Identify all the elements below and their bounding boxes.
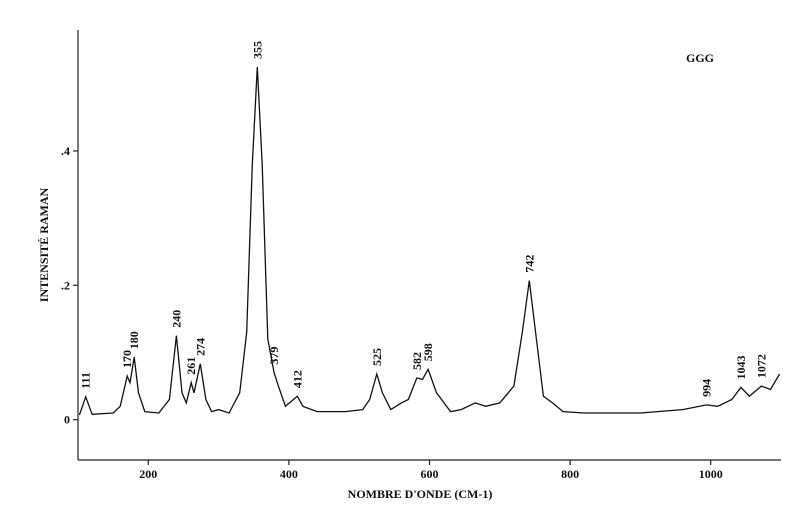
peak-label: 240 — [169, 310, 183, 328]
y-tick-label: .4 — [61, 144, 70, 158]
peak-label: 170 — [120, 350, 134, 368]
peak-label: 412 — [290, 370, 304, 388]
x-tick-label: 400 — [280, 467, 298, 481]
y-tick-label: 0 — [64, 413, 70, 427]
peak-label: 379 — [267, 347, 281, 365]
x-tick-label: 1000 — [699, 467, 723, 481]
peak-label: 261 — [184, 357, 198, 375]
peak-label: 525 — [370, 348, 384, 366]
peak-label: 1072 — [754, 354, 768, 378]
peak-label: 111 — [79, 372, 93, 389]
x-tick-label: 800 — [561, 467, 579, 481]
y-axis-label: INTENSITÉ RAMAN — [37, 187, 51, 302]
peak-label: 742 — [522, 255, 536, 273]
peak-label: 355 — [250, 41, 264, 59]
chart-title: GGG — [686, 51, 714, 65]
x-axis-label: NOMBRE D'ONDE (CM-1) — [348, 487, 493, 501]
peak-label: 598 — [421, 343, 435, 361]
x-tick-label: 600 — [421, 467, 439, 481]
peak-label: 180 — [127, 331, 141, 349]
peak-label: 994 — [699, 379, 713, 397]
y-tick-label: .2 — [61, 278, 70, 292]
peak-label: 582 — [410, 352, 424, 370]
x-tick-label: 200 — [139, 467, 157, 481]
spectrum-line — [78, 66, 781, 416]
peak-label: 274 — [193, 338, 207, 356]
peak-label: 1043 — [734, 355, 748, 379]
